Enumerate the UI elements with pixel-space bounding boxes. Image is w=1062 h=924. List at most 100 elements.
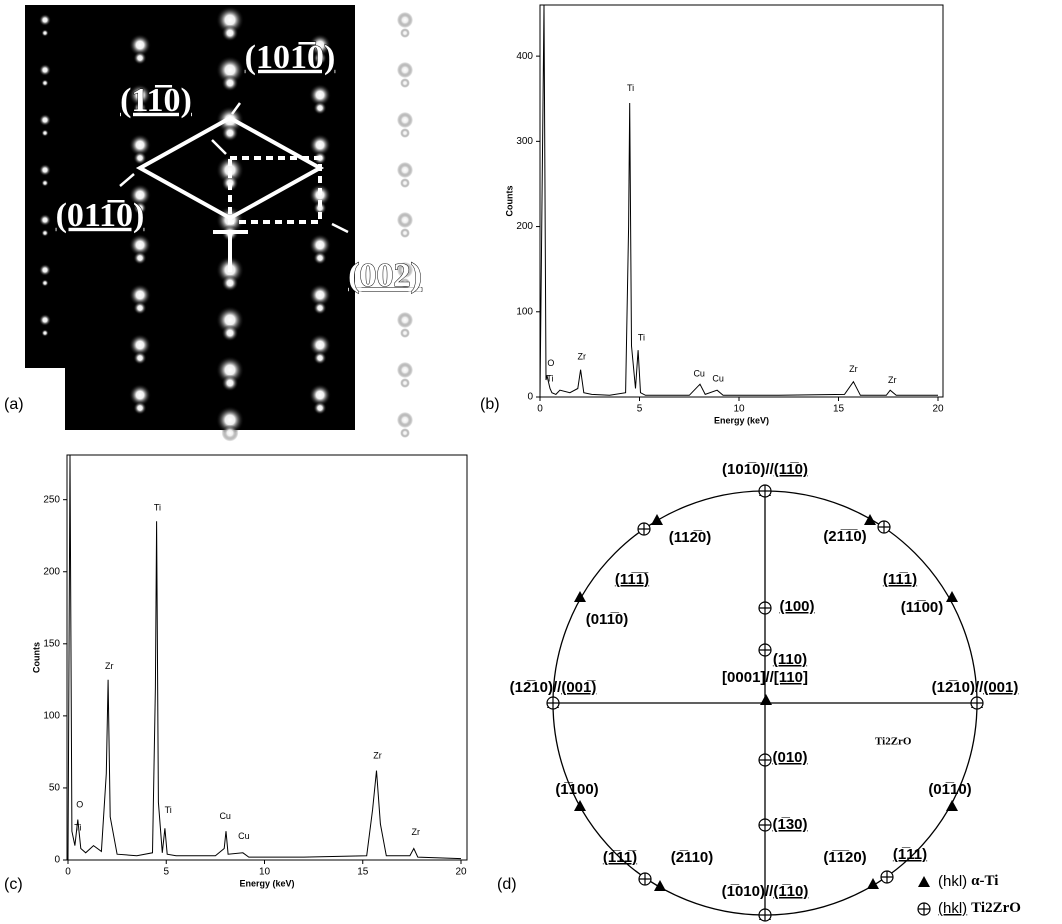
spot — [129, 284, 151, 306]
spot — [400, 228, 410, 238]
spot — [221, 274, 239, 292]
spot — [133, 351, 147, 365]
pole-label-part: (11̅1) — [883, 571, 917, 588]
spot — [400, 278, 410, 288]
spot — [397, 262, 413, 278]
peak-label: Zr — [105, 661, 114, 671]
legend-entry: (hkl) Ti2ZrO — [938, 900, 1021, 917]
spectrum-line — [539, 4, 938, 398]
pole-label-part: (21̅1̅0) — [823, 528, 866, 545]
legend-name: α-Ti — [971, 873, 998, 889]
alpha-ti-marker — [574, 591, 586, 602]
pole-label-part: (01̅10) — [928, 781, 971, 798]
spot — [41, 129, 49, 137]
spot — [221, 374, 239, 392]
pole-label-part: (12̅10) — [932, 679, 975, 696]
panel-label: (b) — [480, 396, 500, 413]
spot — [41, 229, 49, 237]
diffraction-image — [25, 5, 355, 430]
spot — [216, 356, 244, 384]
pole-label-part: // — [765, 669, 774, 686]
spot — [400, 128, 410, 138]
pole-label-part: (1̅11̅) — [603, 849, 637, 866]
legend-hkl: (hkl) — [938, 900, 967, 917]
spot — [313, 301, 327, 315]
x-tick-label: 20 — [932, 404, 944, 415]
y-tick-label: 200 — [43, 566, 60, 577]
y-tick-label: 150 — [43, 638, 60, 649]
spot — [221, 74, 239, 92]
alpha-ti-marker — [574, 800, 586, 811]
pole-label: (1̅1̅20) — [823, 849, 866, 866]
spot — [309, 384, 331, 406]
spot — [397, 312, 413, 328]
spot — [400, 78, 410, 88]
panel-label: (d) — [497, 876, 517, 893]
spot-label: (011̅0) — [56, 197, 145, 234]
ti2zro-marker-cross — [638, 523, 650, 535]
spot — [400, 428, 410, 438]
pole-label: (1̅11̅) — [603, 849, 637, 866]
legend-entry: (hkl) α-Ti — [938, 873, 998, 890]
spot — [216, 56, 244, 84]
spot — [39, 264, 51, 276]
pole-label: (11̅1) — [883, 571, 917, 588]
pole-label: (12̅10)//(001̅) — [510, 679, 597, 696]
legend-name: Ti2ZrO — [971, 900, 1021, 916]
peak-label: Ti — [165, 805, 172, 815]
pole-label-part: (001) — [983, 679, 1018, 696]
pole-label-part: (11̅00) — [901, 599, 944, 616]
spot — [309, 234, 331, 256]
spot — [41, 329, 49, 337]
pole-label-part: (110) — [773, 651, 807, 668]
spot — [313, 401, 327, 415]
pole-label-part: (11̅0) — [774, 461, 808, 478]
pole-label: (1̅30) — [772, 816, 807, 833]
panel-label: (c) — [4, 876, 23, 893]
pole-label: (010) — [772, 749, 807, 766]
spot — [129, 334, 151, 356]
alpha-ti-marker — [918, 876, 930, 887]
pole-label-part: (001̅) — [561, 679, 596, 696]
spot — [309, 284, 331, 306]
spot — [313, 101, 327, 115]
pole-label-part: (12̅10) — [510, 679, 553, 696]
pole-label: (112̅0) — [669, 529, 712, 546]
spot — [133, 51, 147, 65]
spot — [397, 362, 413, 378]
pole-label-part: (010) — [772, 749, 807, 766]
pole-label: (011̅0) — [586, 611, 629, 628]
peak-label: Cu — [693, 368, 705, 378]
alpha-ti-marker — [654, 880, 666, 891]
spot — [41, 179, 49, 187]
ti2zro-marker-cross — [547, 697, 559, 709]
spot — [39, 64, 51, 76]
ti2zro-marker-cross — [881, 871, 893, 883]
spot — [400, 328, 410, 338]
y-tick-label: 0 — [54, 855, 60, 866]
spot — [41, 79, 49, 87]
x-tick-label: 5 — [163, 867, 169, 878]
pole-label-part: (011̅0) — [586, 611, 629, 628]
ti2zro-marker-cross — [759, 602, 771, 614]
x-tick-label: 0 — [65, 867, 71, 878]
peak-label: Cu — [712, 373, 724, 383]
spot — [39, 314, 51, 326]
lattice-lines — [119, 102, 349, 272]
spot — [129, 384, 151, 406]
pole-label-part: (1̅10) — [773, 883, 808, 900]
ti2zro-marker-cross — [759, 819, 771, 831]
spot — [129, 134, 151, 156]
pole-label: (01̅10) — [928, 781, 971, 798]
y-tick-label: 100 — [43, 711, 60, 722]
spot — [397, 412, 413, 428]
pole-label-part: // — [553, 679, 562, 696]
ti2zro-marker-cross — [759, 644, 771, 656]
x-axis-label: Energy (keV) — [239, 878, 294, 888]
spot — [400, 178, 410, 188]
spot-label: (101̅0) — [245, 39, 336, 76]
spot — [400, 378, 410, 388]
spot — [39, 164, 51, 176]
y-tick-label: 0 — [527, 392, 533, 403]
